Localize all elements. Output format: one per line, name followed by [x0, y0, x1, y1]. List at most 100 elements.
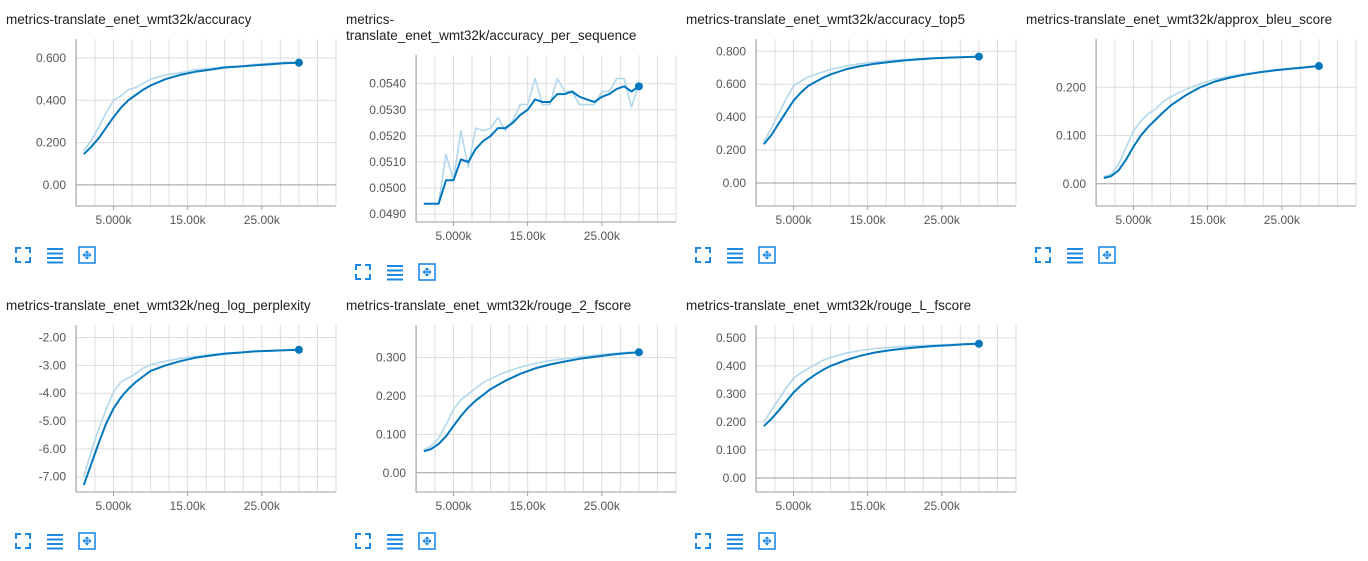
expand-button[interactable]	[1034, 246, 1052, 264]
last-point-marker[interactable]	[294, 345, 303, 354]
y-tick-label: 0.0540	[369, 77, 406, 91]
chart-title: metrics-translate_enet_wmt32k/accuracy_t…	[686, 12, 966, 27]
x-tick-label: 5.000k	[435, 229, 472, 243]
chart-toolbar	[14, 246, 96, 264]
y-tick-label: 0.100	[716, 443, 746, 457]
smoothed-series-line	[763, 55, 979, 145]
last-point-marker[interactable]	[974, 52, 983, 61]
x-tick-label: 5.000k	[775, 499, 812, 513]
fit-domain-button[interactable]	[758, 246, 776, 264]
fit-domain-icon	[758, 246, 776, 264]
chart-card-accuracy-top5: metrics-translate_enet_wmt32k/accuracy_t…	[686, 12, 1026, 264]
data-table-button[interactable]	[46, 532, 64, 550]
data-table-button[interactable]	[1066, 246, 1084, 264]
expand-button[interactable]	[354, 532, 372, 550]
fit-domain-button[interactable]	[78, 532, 96, 550]
chart-card-approx-bleu-score: metrics-translate_enet_wmt32k/approx_ble…	[1026, 12, 1366, 264]
y-tick-label: 0.200	[376, 389, 406, 403]
smoothed-series-line	[83, 61, 299, 155]
chart-toolbar	[1034, 246, 1116, 264]
data-table-button[interactable]	[386, 532, 404, 550]
raw-series-line	[763, 342, 979, 423]
data-table-icon	[387, 265, 403, 281]
expand-button[interactable]	[14, 532, 32, 550]
y-tick-label: 0.0490	[369, 207, 406, 221]
expand-button[interactable]	[694, 246, 712, 264]
fit-domain-icon	[418, 263, 436, 281]
data-table-button[interactable]	[386, 263, 404, 281]
y-tick-label: 0.0530	[369, 103, 406, 117]
y-tick-label: -6.00	[39, 442, 67, 456]
last-point-marker[interactable]	[634, 348, 643, 357]
expand-icon	[15, 247, 31, 263]
line-chart-neg-log-perplexity[interactable]: -2.00 -3.00 -4.00 -5.00 -6.00 -7.00 5.000k 15.0…	[6, 320, 346, 515]
line-chart-rouge-l-fscore[interactable]: 0.500 0.400 0.300 0.200 0.100 0.00 5.000k 15.00…	[686, 320, 1026, 515]
x-tick-label: 5.000k	[1115, 213, 1152, 227]
chart-card-rouge-2-fscore: metrics-translate_enet_wmt32k/rouge_2_fs…	[346, 298, 686, 550]
expand-icon	[15, 533, 31, 549]
last-point-marker[interactable]	[294, 58, 303, 67]
chart-card-accuracy: metrics-translate_enet_wmt32k/accuracy 0…	[6, 12, 346, 264]
fit-domain-icon	[78, 246, 96, 264]
line-chart-approx-bleu-score[interactable]: 0.200 0.100 0.00 5.000k 15.00k 25.00k	[1026, 34, 1366, 229]
expand-button[interactable]	[694, 532, 712, 550]
line-chart-accuracy[interactable]: 0.600 0.400 0.200 0.00 5.000k 15.00k 25.00k	[6, 34, 346, 229]
fit-domain-icon	[418, 532, 436, 550]
y-tick-label: 0.0510	[369, 155, 406, 169]
chart-card-neg-log-perplexity: metrics-translate_enet_wmt32k/neg_log_pe…	[6, 298, 346, 550]
data-table-icon	[47, 534, 63, 550]
y-tick-label: 0.0500	[369, 181, 406, 195]
fit-domain-button[interactable]	[758, 532, 776, 550]
y-tick-label: 0.00	[383, 466, 407, 480]
expand-button[interactable]	[14, 246, 32, 264]
chart-title: metrics-translate_enet_wmt32k/rouge_L_fs…	[686, 298, 972, 313]
x-tick-label: 15.00k	[510, 229, 547, 243]
x-tick-label: 5.000k	[95, 499, 132, 513]
data-table-button[interactable]	[46, 246, 64, 264]
y-tick-label: -7.00	[39, 470, 67, 484]
fit-domain-button[interactable]	[1098, 246, 1116, 264]
chart-card-rouge-l-fscore: metrics-translate_enet_wmt32k/rouge_L_fs…	[686, 298, 1026, 550]
y-tick-label: 0.200	[1056, 80, 1086, 94]
x-tick-label: 15.00k	[170, 213, 207, 227]
x-tick-label: 15.00k	[510, 499, 547, 513]
x-tick-label: 25.00k	[244, 213, 281, 227]
y-tick-label: 0.500	[716, 331, 746, 345]
x-tick-label: 25.00k	[924, 499, 961, 513]
expand-icon	[1035, 247, 1051, 263]
last-point-marker[interactable]	[974, 339, 983, 348]
y-tick-label: 0.00	[723, 471, 747, 485]
chart-toolbar	[694, 532, 776, 550]
chart-toolbar	[354, 263, 436, 281]
raw-series-line	[83, 61, 299, 152]
fit-domain-button[interactable]	[418, 263, 436, 281]
fit-domain-icon	[78, 532, 96, 550]
chart-toolbar	[694, 246, 776, 264]
chart-title: metrics-translate_enet_wmt32k/accuracy_p…	[346, 12, 637, 43]
data-table-icon	[47, 248, 63, 264]
y-tick-label: 0.300	[716, 387, 746, 401]
expand-icon	[355, 264, 371, 280]
last-point-marker[interactable]	[1314, 62, 1323, 71]
x-tick-label: 5.000k	[435, 499, 472, 513]
line-chart-accuracy-per-sequence[interactable]: 0.0540 0.0530 0.0520 0.0510 0.0500 0.0490 5.00…	[346, 50, 686, 245]
y-tick-label: 0.200	[36, 136, 66, 150]
expand-icon	[695, 247, 711, 263]
fit-domain-icon	[758, 532, 776, 550]
expand-button[interactable]	[354, 263, 372, 281]
x-tick-label: 25.00k	[244, 499, 281, 513]
fit-domain-button[interactable]	[78, 246, 96, 264]
data-table-button[interactable]	[726, 246, 744, 264]
y-tick-label: 0.800	[716, 44, 746, 58]
line-chart-rouge-2-fscore[interactable]: 0.300 0.200 0.100 0.00 5.000k 15.00k 25.00k	[346, 320, 686, 515]
line-chart-accuracy-top5[interactable]: 0.800 0.600 0.400 0.200 0.00 5.000k 15.00k 25.0…	[686, 34, 1026, 229]
y-tick-label: -5.00	[39, 414, 67, 428]
y-tick-label: 0.00	[723, 176, 747, 190]
x-tick-label: 25.00k	[584, 499, 621, 513]
x-tick-label: 15.00k	[850, 213, 887, 227]
y-tick-label: 0.00	[1063, 177, 1087, 191]
data-table-button[interactable]	[726, 532, 744, 550]
fit-domain-button[interactable]	[418, 532, 436, 550]
last-point-marker[interactable]	[634, 82, 643, 91]
x-tick-label: 15.00k	[170, 499, 207, 513]
